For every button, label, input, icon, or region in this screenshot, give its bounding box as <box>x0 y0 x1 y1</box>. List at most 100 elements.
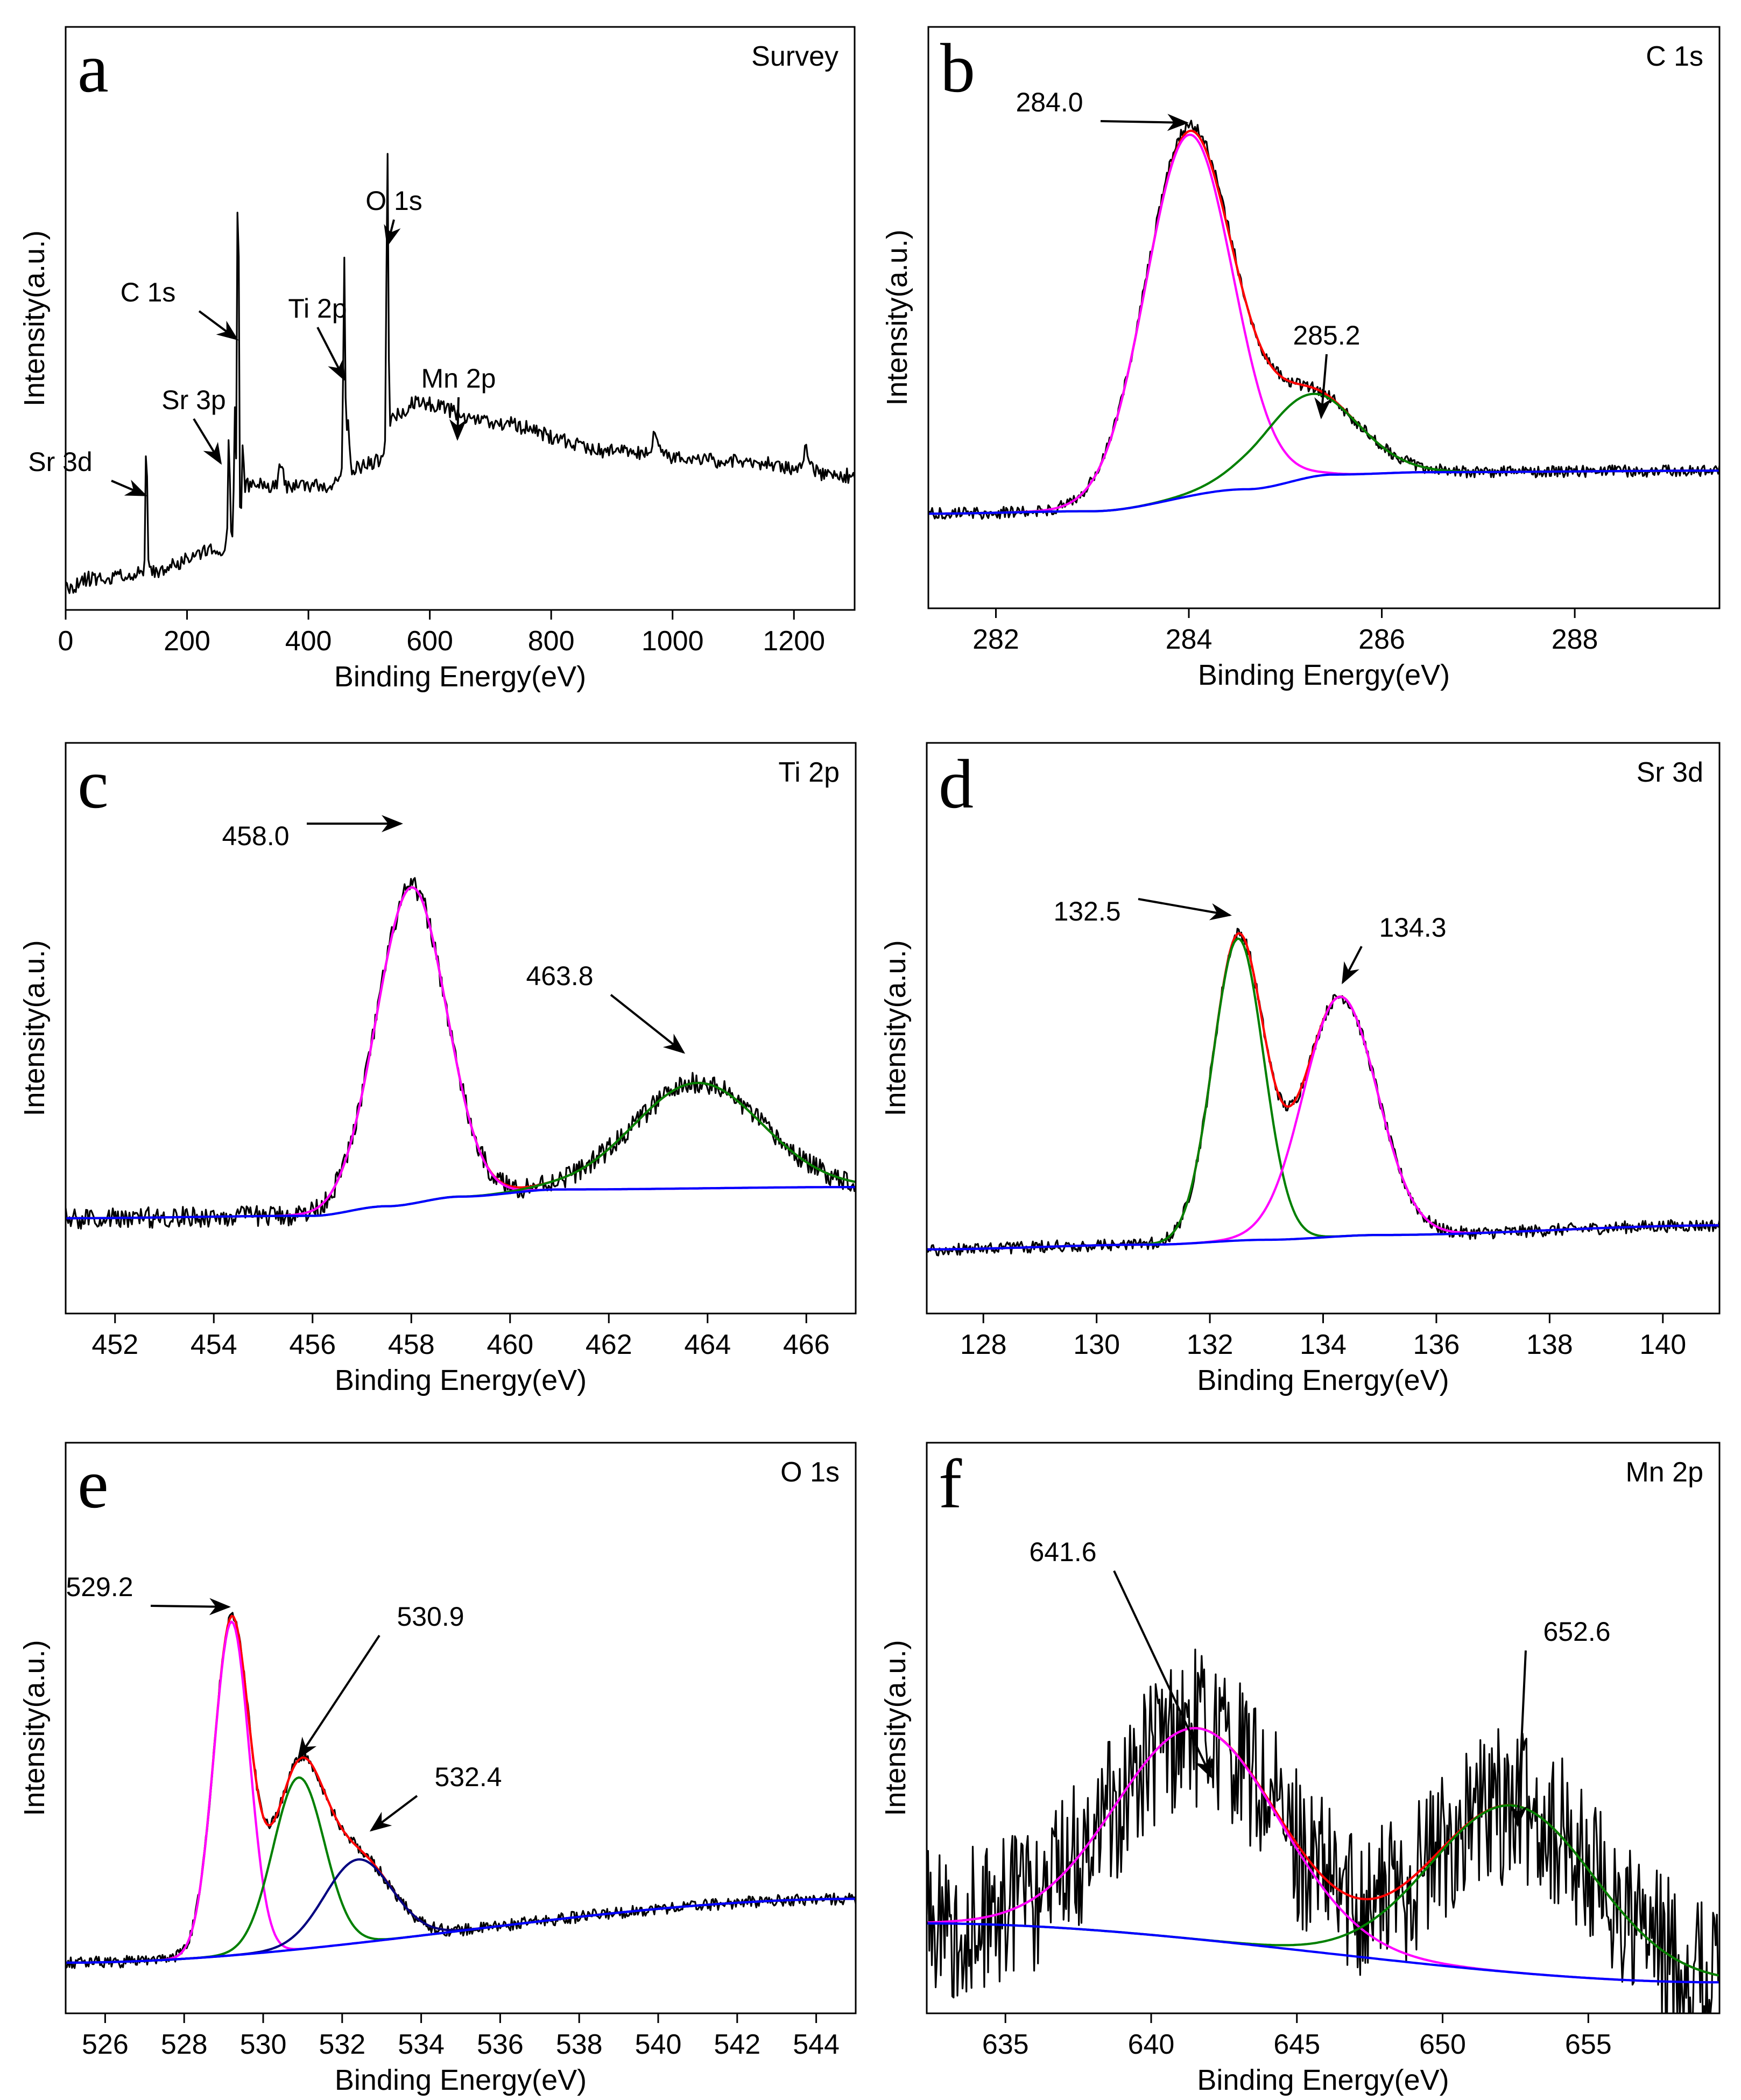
panel-letter: c <box>77 746 109 823</box>
x-tick-label: 645 <box>1273 2029 1320 2060</box>
y-axis-label: Intensity(a.u.) <box>18 230 51 406</box>
annotation-arrow <box>1510 1650 1527 1827</box>
y-axis-label: Intensity(a.u.) <box>18 1640 51 1816</box>
annotation-arrow <box>384 219 401 247</box>
x-tick-label: 540 <box>635 2029 682 2060</box>
x-tick-label: 1200 <box>763 626 825 657</box>
y-axis-label: Intensity(a.u.) <box>18 940 51 1116</box>
annotation-label: 652.6 <box>1543 1617 1610 1647</box>
x-tick-label: 544 <box>793 2029 840 2060</box>
x-tick-label: 538 <box>556 2029 603 2060</box>
x-tick-label: 464 <box>684 1329 731 1360</box>
series-group <box>66 877 856 1230</box>
series-raw <box>928 120 1719 520</box>
x-tick-label: 534 <box>398 2029 445 2060</box>
series-raw <box>66 877 856 1230</box>
x-tick-label: 1000 <box>642 626 704 657</box>
x-tick-label: 0 <box>58 626 74 657</box>
panel-f: 635 640 645 650 655 Binding Energy(eV) Intensi… <box>879 1442 1721 2096</box>
annotation-label: Ti 2p <box>288 293 347 324</box>
panel-letter: f <box>939 1445 962 1523</box>
annotation-arrow <box>1138 898 1232 921</box>
x-tick-label: 460 <box>487 1329 533 1360</box>
series-peak-285.2 <box>928 392 1719 515</box>
x-tick-label: 128 <box>960 1329 1007 1360</box>
x-axis-label: Binding Energy(eV) <box>335 2064 587 2096</box>
panel-title: Ti 2p <box>778 757 840 788</box>
x-tick-label: 138 <box>1526 1329 1573 1360</box>
plot-frame <box>65 26 856 611</box>
x-tick-label: 528 <box>161 2029 208 2060</box>
x-axis-label: Binding Energy(eV) <box>335 1364 587 1396</box>
x-tick-label: 400 <box>285 626 332 657</box>
panel-letter: d <box>939 746 974 823</box>
panel-title: Mn 2p <box>1625 1457 1703 1488</box>
x-tick-label: 635 <box>982 2029 1029 2060</box>
x-axis-label: Binding Energy(eV) <box>334 661 586 693</box>
series-fit <box>927 932 1719 1251</box>
x-tick-label: 288 <box>1552 624 1598 655</box>
annotation-arrow <box>111 480 147 496</box>
annotation-label: 530.9 <box>397 1602 464 1632</box>
annotation-arrow <box>297 1634 380 1760</box>
annotation-label: 132.5 <box>1053 896 1120 926</box>
annotation-label: 463.8 <box>526 961 593 991</box>
annotation-label: 285.2 <box>1293 320 1360 350</box>
x-tick-label: 800 <box>528 626 575 657</box>
annotation-label: C 1s <box>121 277 176 307</box>
annotation-arrow <box>198 310 239 341</box>
x-tick-label: 655 <box>1565 2029 1612 2060</box>
annotation-label: 134.3 <box>1379 912 1446 943</box>
annotation-label: 532.4 <box>434 1762 502 1792</box>
x-tick-label: 456 <box>289 1329 336 1360</box>
x-tick-label: 284 <box>1166 624 1213 655</box>
panel-letter: a <box>77 30 109 107</box>
panel-title: Survey <box>751 41 838 72</box>
annotation-arrow <box>449 397 467 441</box>
series-background <box>927 1224 1719 1251</box>
x-tick-label: 136 <box>1413 1329 1460 1360</box>
x-axis-label: Binding Energy(eV) <box>1197 1364 1449 1396</box>
panel-d: 128 130 132 134 136 138 140 Binding Energy(eV) I… <box>879 742 1721 1396</box>
series-raw <box>927 928 1719 1256</box>
series-peak-463.8 <box>66 1081 856 1220</box>
x-tick-label: 640 <box>1128 2029 1175 2060</box>
plot-frame <box>926 1442 1721 2014</box>
annotation-label: 284.0 <box>1016 87 1083 117</box>
series-peak-529.2 <box>66 1620 856 1964</box>
panel-c: 452 454 456 458 460 462 464 466 Binding Energy(e… <box>18 742 857 1396</box>
x-tick-label: 650 <box>1419 2029 1466 2060</box>
panel-title: O 1s <box>780 1457 840 1488</box>
series-background <box>66 1898 856 1964</box>
annotation-arrow <box>1100 114 1189 131</box>
x-tick-label: 466 <box>783 1329 830 1360</box>
annotation-label: Mn 2p <box>421 363 496 394</box>
x-tick-label: 130 <box>1073 1329 1120 1360</box>
x-tick-label: 536 <box>477 2029 524 2060</box>
annotation-arrow <box>369 1795 418 1832</box>
series-peak-530.9 <box>66 1776 856 1964</box>
panel-title: Sr 3d <box>1637 757 1703 788</box>
annotation-arrow <box>1342 946 1363 985</box>
x-tick-label: 542 <box>714 2029 760 2060</box>
annotation-label: Sr 3d <box>28 447 93 477</box>
annotation-label: O 1s <box>365 186 422 216</box>
x-tick-label: 600 <box>406 626 453 657</box>
series-group <box>66 153 855 594</box>
series-group <box>927 1648 1719 2013</box>
x-tick-label: 532 <box>319 2029 365 2060</box>
y-axis-label: Intensity(a.u.) <box>881 229 913 405</box>
x-tick-label: 526 <box>82 2029 129 2060</box>
annotation-label: 529.2 <box>66 1572 133 1602</box>
series-peak-132.5 <box>927 937 1719 1251</box>
series-background <box>927 1922 1719 1984</box>
panel-b: 282 284 286 288 Binding Energy(eV) Intensity(… <box>881 26 1721 691</box>
x-tick-label: 134 <box>1300 1329 1347 1360</box>
panel-letter: e <box>77 1445 109 1523</box>
x-tick-label: 286 <box>1358 624 1405 655</box>
x-tick-label: 200 <box>164 626 210 657</box>
x-tick-label: 530 <box>240 2029 287 2060</box>
series-fit <box>66 886 856 1220</box>
y-axis-label: Intensity(a.u.) <box>879 940 912 1116</box>
annotation-label: 458.0 <box>222 821 289 851</box>
